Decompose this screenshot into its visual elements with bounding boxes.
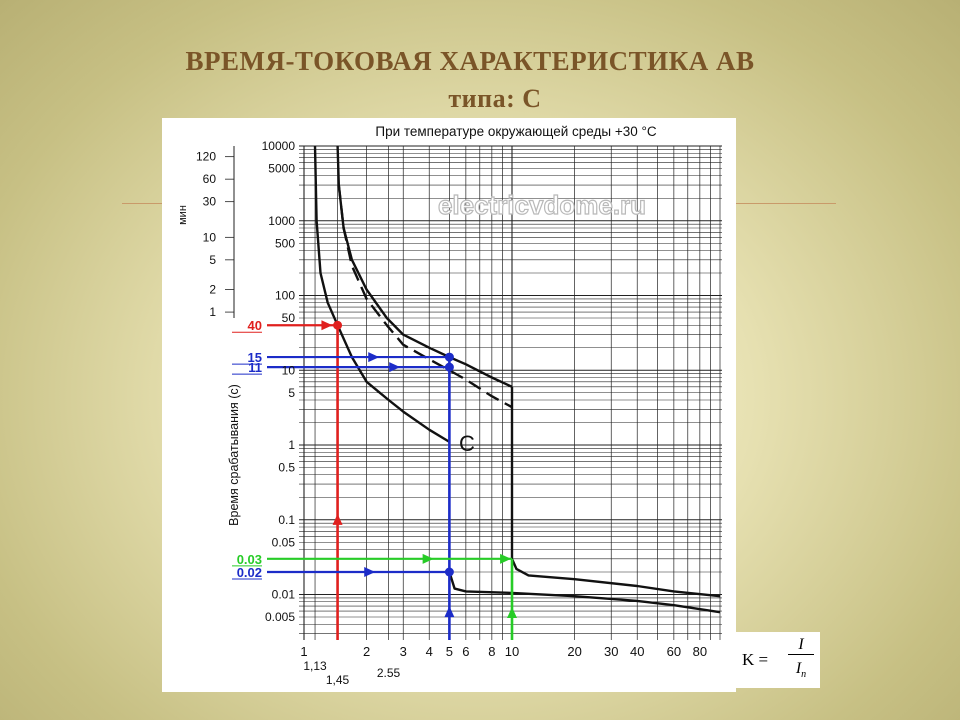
x-tick-label: 6: [462, 644, 469, 659]
blue-arrow-11: [389, 362, 401, 373]
x-tick-label: 1: [300, 644, 307, 659]
minutes-tick-label: 10: [203, 230, 217, 244]
chart-title: При температуре окружающей среды +30 °C: [375, 124, 657, 139]
green-arrow-end: [500, 553, 512, 564]
chart-grid: [225, 145, 722, 640]
green-arrow-mid: [422, 553, 434, 564]
y-tick-label: 0.005: [265, 610, 295, 624]
y-tick-label: 50: [282, 311, 296, 325]
minutes-tick-label: 30: [203, 195, 217, 209]
y-tick-label: 0.1: [278, 513, 295, 527]
x-tick-label: 8: [488, 644, 495, 659]
minutes-axis-label: мин: [177, 205, 189, 225]
x-sub-label: 1,13: [303, 659, 327, 673]
x-tick-label: 30: [604, 644, 618, 659]
x-tick-label: 3: [400, 644, 407, 659]
formula-lhs: K =: [742, 650, 769, 669]
divider-left: [122, 203, 164, 204]
minutes-tick-label: 120: [196, 150, 216, 164]
formula-denominator-main: I: [795, 660, 802, 677]
y-tick-label: 500: [275, 236, 295, 250]
red-point: [333, 320, 343, 330]
minutes-tick-label: 60: [203, 172, 217, 186]
annotation-label: 40: [248, 318, 262, 333]
minutes-tick-label: 5: [209, 253, 216, 267]
x-tick-label: 20: [567, 644, 581, 659]
blue-point-11: [444, 362, 454, 372]
slide-title-line1: ВРЕМЯ-ТОКОВАЯ ХАРАКТЕРИСТИКА АВ: [185, 46, 755, 76]
formula-denominator-sub: n: [801, 669, 807, 681]
x-tick-label: 2: [363, 644, 370, 659]
formula-numerator: I: [788, 636, 814, 655]
formula-box: K = I In: [736, 632, 820, 688]
chart-watermark: electricvdome.ru: [438, 190, 646, 220]
y-tick-label: 1: [288, 438, 295, 452]
x-sub-label: 1,45: [326, 673, 350, 687]
blue-arrow-up: [444, 606, 455, 618]
y-tick-label: 0.5: [278, 461, 295, 475]
slide-title-line2: типа: С: [448, 84, 542, 113]
chart-labels: 10000 5000 1000 500 100 50 10 5 1 0.5 0.1 0.05 0.01 0…: [196, 139, 707, 687]
curve-upper-magnetic: [510, 386, 721, 598]
annotation-label: 0.03: [237, 552, 262, 567]
x-tick-label: 4: [426, 644, 433, 659]
y-tick-label: 5: [288, 386, 295, 400]
minutes-tick-label: 2: [209, 283, 216, 297]
y-tick-label: 5000: [268, 162, 295, 176]
y-tick-label: 1000: [268, 214, 295, 228]
x-tick-label: 5: [446, 644, 453, 659]
curve-lower-magnetic: [448, 571, 721, 614]
red-arrow-right: [321, 320, 333, 331]
red-arrow-up: [332, 513, 343, 525]
x-tick-label: 40: [630, 644, 644, 659]
y-tick-label: 10: [282, 363, 296, 377]
blue-point-002: [444, 567, 454, 577]
minutes-tick-label: 1: [209, 305, 216, 319]
blue-point-15: [444, 352, 454, 362]
annotation-label: 15: [248, 350, 262, 365]
annotation-label: 11: [248, 360, 262, 375]
x-tick-label: 60: [667, 644, 681, 659]
y-tick-label: 0.05: [272, 535, 296, 549]
x-sub-label: 2.55: [377, 666, 401, 680]
curve-upper-thermal: [336, 145, 513, 388]
divider-right: [736, 203, 836, 204]
x-tick-label: 80: [693, 644, 707, 659]
y-axis-label: Время срабатывания (с): [227, 384, 241, 526]
y-tick-label: 0.01: [272, 588, 296, 602]
y-tick-label: 100: [275, 289, 295, 303]
blue-arrow-15: [368, 352, 380, 363]
curve-label: C: [459, 431, 475, 456]
chart-panel: electricvdome.ru 40 15 11 0.03 0.02 10000 500…: [162, 118, 736, 692]
curve-upper-thermal-dashed: [337, 184, 513, 409]
x-tick-label: 10: [505, 644, 519, 659]
formula-denominator: In: [788, 660, 814, 680]
y-tick-label: 10000: [262, 139, 296, 153]
green-arrow-up: [507, 607, 517, 619]
annotation-label: 0.02: [237, 565, 262, 580]
blue-arrow-002: [364, 566, 376, 577]
